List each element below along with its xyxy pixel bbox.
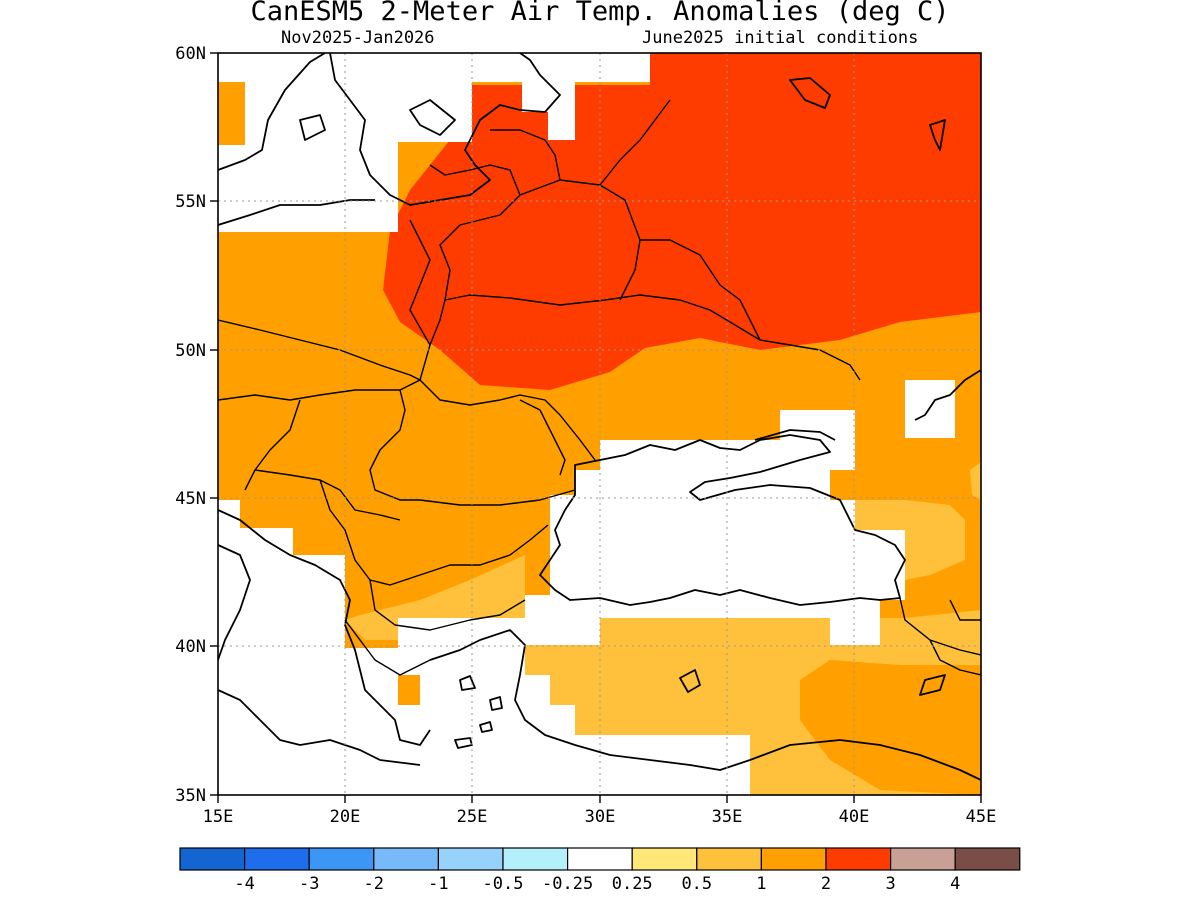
colorbar-label: -2 <box>364 874 384 894</box>
map-area <box>218 53 981 795</box>
initial-conditions: June2025 initial conditions <box>642 28 919 48</box>
lat-label: 50N <box>175 341 206 361</box>
anomaly-fill-neutral <box>218 53 955 795</box>
colorbar-swatch <box>696 847 762 871</box>
colorbar-label: 1 <box>756 874 766 894</box>
colorbar-swatch <box>566 847 633 871</box>
country-borders <box>218 99 981 676</box>
colorbar-label: -3 <box>299 874 319 894</box>
colorbar-label: 0.5 <box>681 874 712 894</box>
lat-label: 45N <box>175 489 206 509</box>
colorbar-label: -0.25 <box>542 874 593 894</box>
colorbar-swatch <box>244 847 310 871</box>
colorbar-label: 0.25 <box>612 874 653 894</box>
colorbar-swatch <box>954 847 1021 871</box>
colorbar-swatch <box>179 847 246 871</box>
colorbar-swatch <box>308 847 375 871</box>
gridlines <box>218 53 981 795</box>
colorbar-label: 4 <box>950 874 960 894</box>
colorbar-label: 3 <box>885 874 895 894</box>
lon-label: 45E <box>966 807 997 827</box>
lon-labels: 15E 20E 25E 30E 35E 40E 45E <box>203 807 997 827</box>
colorbar-swatch <box>437 847 504 871</box>
lat-label: 60N <box>175 44 206 64</box>
lon-label: 20E <box>330 807 361 827</box>
forecast-period: Nov2025-Jan2026 <box>281 28 435 48</box>
lat-labels: 35N 40N 45N 50N 55N 60N <box>175 44 206 806</box>
lon-label: 40E <box>839 807 870 827</box>
coastlines <box>218 53 981 781</box>
anomaly-fill-2-3 <box>383 53 981 390</box>
lon-label: 35E <box>712 807 743 827</box>
lat-label: 40N <box>175 637 206 657</box>
lon-label: 15E <box>203 807 234 827</box>
axis-ticks <box>210 52 982 803</box>
lat-label: 55N <box>175 192 206 212</box>
colorbar-swatch <box>825 847 892 871</box>
lat-label: 35N <box>175 786 206 806</box>
map-title: CanESM5 2-Meter Air Temp. Anomalies (deg… <box>250 0 950 27</box>
lon-label: 25E <box>457 807 488 827</box>
colorbar-label: -0.5 <box>483 874 524 894</box>
colorbar-label: -4 <box>234 874 254 894</box>
colorbar-swatch <box>373 847 439 871</box>
colorbar-label: 2 <box>821 874 831 894</box>
colorbar-swatch <box>631 847 698 871</box>
colorbar-swatch <box>760 847 827 871</box>
colorbar-label: -1 <box>428 874 448 894</box>
colorbar-swatch <box>502 847 569 871</box>
colorbar-swatch <box>889 847 956 871</box>
lon-label: 30E <box>585 807 616 827</box>
colorbar: -4 -3 -2 -1 -0.5 -0.25 0.25 0.5 1 2 3 4 <box>179 847 1021 894</box>
anomaly-fill-0.5-1 <box>345 462 981 795</box>
